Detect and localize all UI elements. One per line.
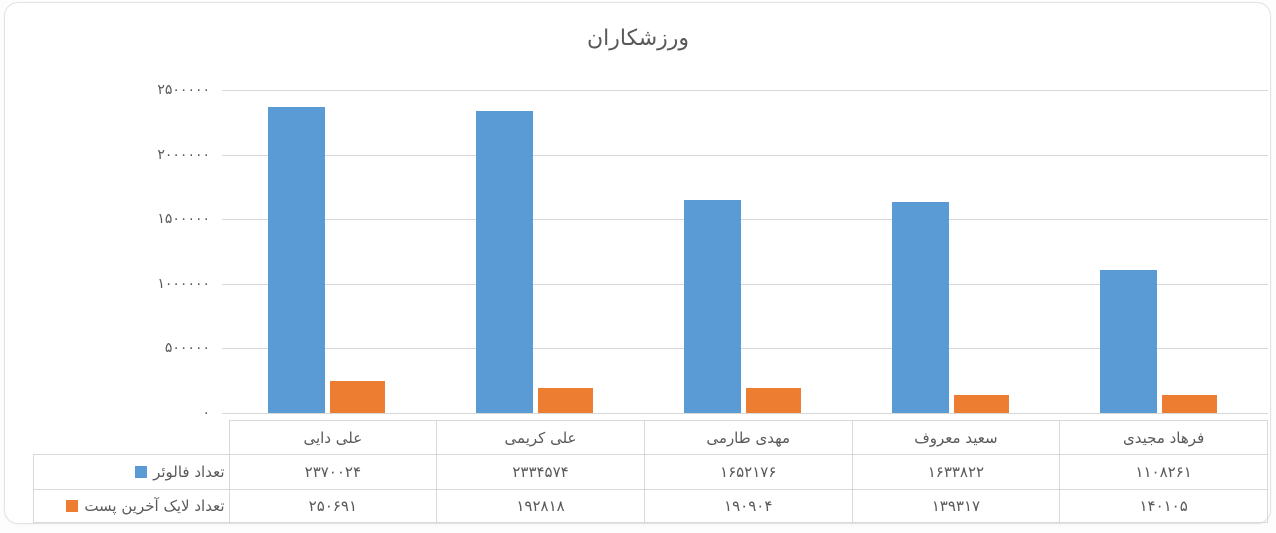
legend-series-0: تعداد فالوئر — [33, 454, 230, 490]
gridline-1000000 — [222, 283, 1268, 285]
gridline-0 — [222, 413, 1268, 414]
y-axis-tick-label: ۱۵۰۰۰۰۰ — [157, 211, 210, 228]
gridline-500000 — [222, 348, 1268, 350]
y-axis-tick-label: ۲۵۰۰۰۰۰ — [157, 82, 210, 98]
bar-series0-cat1 — [476, 111, 533, 413]
y-axis-tick-label: ۲۰۰۰۰۰۰ — [157, 146, 210, 163]
category-header-1: علی کریمی — [436, 420, 645, 455]
value-series1-cat2: ۱۹۰۹۰۴ — [643, 489, 853, 523]
value-series1-cat4: ۱۴۰۱۰۵ — [1059, 489, 1268, 523]
y-axis-tick-label: ۱۰۰۰۰۰۰ — [157, 275, 210, 292]
bar-series1-cat2 — [746, 388, 801, 413]
data-table: علی دایی علی کریمی مهدی طارمی سعید معروف فره… — [33, 420, 1268, 523]
value-series1-cat0: ۲۵۰۶۹۱ — [228, 489, 438, 523]
category-header-3: سعید معروف — [851, 420, 1061, 455]
table-corner-empty — [34, 421, 230, 455]
bar-series0-cat4 — [1100, 269, 1157, 413]
gridline-2000000 — [222, 154, 1268, 156]
chart-title: ورزشکاران — [586, 26, 690, 51]
category-header-0: علی دایی — [228, 420, 438, 455]
legend-swatch-icon — [135, 466, 148, 478]
legend-label: تعداد فالوئر — [153, 463, 225, 481]
gridline-2500000 — [222, 90, 1268, 91]
legend-label: تعداد لایک آخرین پست — [84, 497, 225, 515]
bar-series0-cat3 — [892, 201, 949, 413]
bar-series1-cat3 — [954, 395, 1009, 413]
y-axis-tick-label: ۰ — [202, 405, 210, 421]
value-series0-cat4: ۱۱۰۸۲۶۱ — [1059, 454, 1268, 490]
legend-swatch-icon — [66, 500, 79, 512]
value-series0-cat2: ۱۶۵۲۱۷۶ — [643, 454, 853, 490]
value-series0-cat0: ۲۳۷۰۰۲۴ — [228, 454, 438, 490]
category-header-2: مهدی طارمی — [643, 420, 853, 455]
value-series1-cat3: ۱۳۹۳۱۷ — [851, 489, 1061, 523]
y-axis-tick-label: ۵۰۰۰۰۰ — [164, 340, 210, 357]
legend-series-1: تعداد لایک آخرین پست — [33, 489, 230, 523]
value-series1-cat1: ۱۹۲۸۱۸ — [436, 489, 645, 523]
bar-series1-cat0 — [330, 380, 385, 413]
category-header-4: فرهاد مجیدی — [1059, 420, 1268, 455]
value-series0-cat3: ۱۶۳۳۸۲۲ — [851, 454, 1061, 490]
bar-series1-cat1 — [538, 388, 593, 413]
value-series0-cat1: ۲۳۳۴۵۷۴ — [436, 454, 645, 490]
bar-series0-cat0 — [268, 106, 325, 413]
gridline-1500000 — [222, 219, 1268, 221]
data-table-wrap: علی دایی علی کریمی مهدی طارمی سعید معروف فره… — [33, 420, 1268, 523]
bar-series1-cat4 — [1162, 394, 1217, 413]
bar-series0-cat2 — [684, 199, 741, 413]
